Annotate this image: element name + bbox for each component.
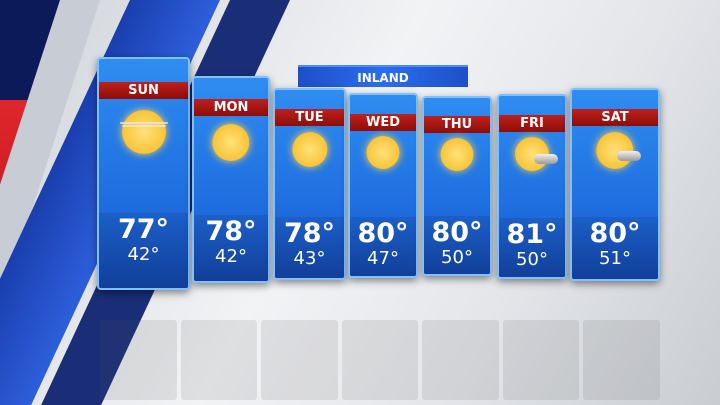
cloud-icon [617,150,641,161]
day-label: TUE [275,109,344,126]
region-banner: INLAND [298,65,468,87]
high-temp: 80° [357,218,409,249]
low-temp: 42° [127,244,160,265]
high-temp: 80° [431,217,483,248]
day-label: SUN [99,82,188,99]
forecast-card-sat: SAT 80° 51° [570,88,660,281]
forecast-card-thu: THU 80° 50° [422,96,492,276]
high-temp: 81° [506,219,558,250]
high-temp: 78° [283,218,336,249]
day-label: WED [350,114,416,131]
high-temp: 78° [205,216,257,247]
forecast-card-sun: SUN 77° 42° [97,57,190,290]
day-label: SAT [572,109,658,126]
low-temp: 50° [516,249,548,270]
low-temp: 47° [367,248,399,269]
low-temp: 50° [441,247,473,268]
low-temp: 42° [215,246,247,267]
forecast-card-fri: FRI 81° 50° [497,94,567,279]
day-label: MON [194,99,268,116]
day-label: FRI [499,115,565,132]
low-temp: 51° [599,248,631,269]
forecast-card-wed: WED 80° 47° [348,93,418,278]
low-temp: 43° [293,248,326,269]
forecast-card-tue: TUE 78° 43° [273,88,346,280]
forecast-card-mon: MON 78° 42° [192,76,270,283]
cloud-icon [534,154,558,165]
high-temp: 80° [589,218,641,249]
card-reflection [100,320,661,400]
high-temp: 77° [117,214,170,245]
day-label: THU [424,116,490,133]
